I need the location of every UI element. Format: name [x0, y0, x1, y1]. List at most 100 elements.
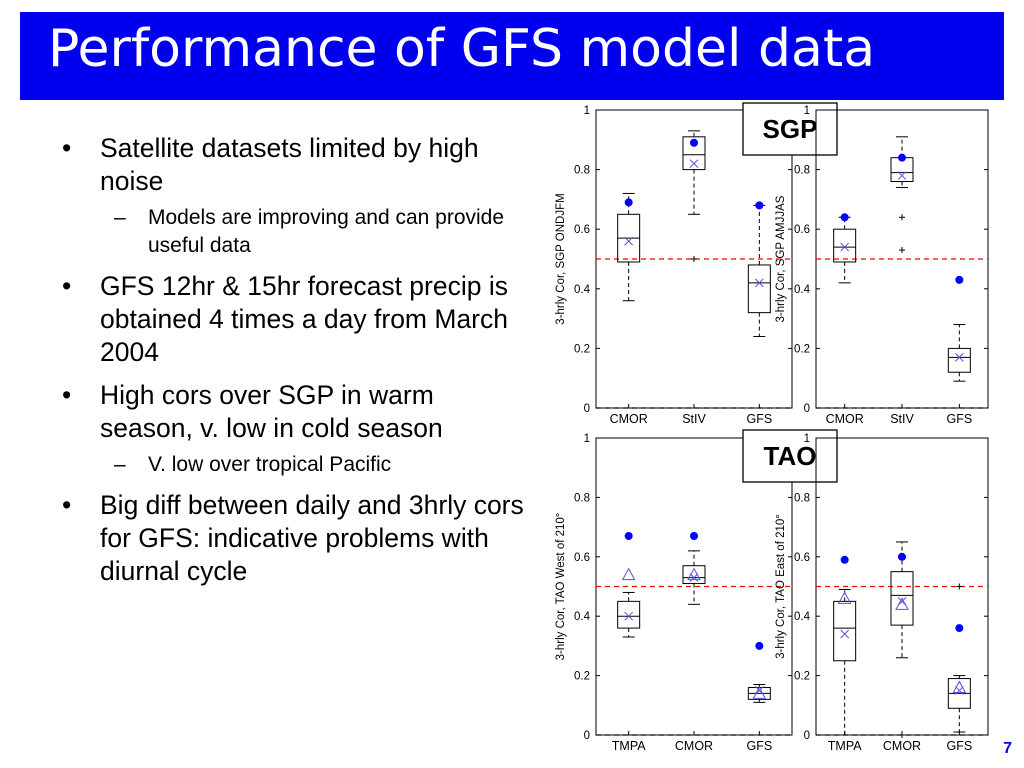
sub-bullet-text: V. low over tropical Pacific [148, 452, 392, 476]
x-tick-label: GFS [946, 739, 972, 753]
box-group [947, 583, 971, 733]
x-tick-label: StIV [890, 412, 914, 426]
box [833, 228, 857, 263]
y-tick-label: 0 [584, 730, 590, 742]
dot-marker [624, 198, 633, 207]
bullet-marker: • [62, 271, 72, 302]
chart-panel: 0 0.2 0.4 0.6 0.8 1 3-hrly Cor, SGP AMJJAS CMOR… [775, 105, 989, 426]
y-tick-label: 0.4 [574, 611, 591, 623]
y-tick-label: 0.8 [794, 492, 810, 504]
bullet-text: GFS 12hr & 15hr forecast precip is obtai… [100, 271, 508, 368]
box-group [617, 532, 641, 638]
bullet-list: • Satellite datasets limited by high noi… [62, 132, 532, 598]
region-label: TAO [764, 441, 817, 471]
dot-marker [898, 153, 906, 162]
title-bar [20, 12, 1004, 100]
dot-marker [690, 532, 698, 541]
bullet-text: Satellite datasets limited by high noise [100, 133, 479, 196]
sub-bullet-text: Models are improving and can provide use… [148, 205, 505, 258]
box-group [947, 275, 971, 382]
dot-marker [690, 138, 698, 147]
y-tick-label: 0.6 [574, 224, 590, 236]
y-tick-label: 0.4 [794, 611, 811, 623]
triangle-marker [895, 597, 909, 610]
x-tick-label: CMOR [826, 412, 864, 426]
dot-marker [755, 201, 764, 210]
sub-bullet-item: – Models are improving and can provide u… [100, 204, 532, 261]
mean-marker [954, 352, 964, 362]
mean-marker [840, 242, 850, 252]
box-group [833, 555, 857, 736]
x-tick-label: CMOR [883, 739, 921, 753]
x-tick-label: StIV [682, 412, 706, 426]
chart-panel: 0 0.2 0.4 0.6 0.8 1 3-hrly Cor, TAO East of 21… [775, 433, 989, 753]
x-tick-label: GFS [746, 412, 772, 426]
y-axis-label: 3-hrly Cor, SGP ONDJFM [555, 193, 567, 324]
box-group [833, 213, 857, 284]
y-tick-label: 0.2 [794, 671, 810, 683]
y-tick-label: 0.6 [574, 552, 590, 564]
chart-panel: 0 0.2 0.4 0.6 0.8 1 3-hrly Cor, TAO West of 21… [555, 429, 838, 753]
y-tick-label: 0.4 [794, 284, 811, 296]
y-tick-label: 0.6 [794, 552, 810, 564]
dot-marker [898, 552, 906, 561]
triangle-marker [837, 591, 852, 604]
bullet-item: • Satellite datasets limited by high noi… [62, 132, 532, 260]
box-group [890, 136, 914, 254]
chart-panel: 0 0.2 0.4 0.6 0.8 1 3-hrly Cor, SGP ONDJFM CMOR… [555, 102, 838, 426]
x-tick-label: CMOR [610, 412, 648, 426]
dot-marker [955, 275, 964, 284]
page-number: 7 [1003, 740, 1012, 757]
y-tick-label: 0 [584, 403, 590, 415]
dot-marker [624, 532, 633, 541]
sub-bullet-item: – V. low over tropical Pacific [100, 451, 532, 479]
sub-bullet-marker: – [114, 452, 126, 476]
triangle-marker [952, 680, 967, 693]
region-label: SGP [763, 114, 818, 144]
box [833, 600, 857, 662]
mean-marker [897, 171, 907, 180]
x-tick-label: GFS [946, 412, 972, 426]
x-tick-label: CMOR [675, 739, 713, 753]
box [747, 264, 771, 314]
dot-marker [755, 641, 764, 650]
mean-marker [840, 629, 850, 639]
box-group [747, 201, 771, 337]
mean-marker [689, 573, 699, 582]
region-label-box [742, 429, 838, 483]
boxplot-panels: 0 0.2 0.4 0.6 0.8 1 3-hrly Cor, SGP ONDJFM CMOR… [555, 102, 989, 753]
y-axis-label: 3-hrly Cor, TAO East of 210° [775, 514, 787, 659]
y-tick-label: 0 [804, 730, 810, 742]
mean-marker [624, 236, 634, 246]
box-group [682, 130, 706, 262]
mean-marker [954, 686, 964, 695]
triangle-marker [621, 567, 636, 581]
box [682, 565, 706, 585]
x-tick-label: GFS [746, 739, 772, 753]
y-tick-label: 0 [804, 403, 810, 415]
y-tick-label: 0.8 [794, 165, 810, 177]
y-axis-label: 3-hrly Cor, SGP AMJJAS [775, 195, 787, 322]
triangle-marker [752, 686, 767, 699]
bullet-text: Big diff between daily and 3hrly cors fo… [100, 490, 524, 586]
y-tick-label: 0.2 [794, 343, 810, 355]
y-axis-label: 3-hrly Cor, TAO West of 210° [555, 513, 567, 661]
dot-marker [840, 213, 849, 222]
dot-marker [955, 624, 964, 633]
sub-bullet-marker: – [114, 205, 126, 229]
bullet-marker: • [62, 133, 72, 163]
y-tick-label: 1 [584, 105, 590, 117]
bullet-item: • High cors over SGP in warm season, v. … [62, 379, 532, 479]
box-group [890, 541, 914, 738]
dot-marker [840, 555, 849, 564]
x-tick-label: TMPA [828, 739, 862, 753]
y-tick-label: 1 [804, 433, 810, 445]
region-label-box [742, 102, 838, 156]
bullet-item: • Big diff between daily and 3hrly cors … [62, 489, 532, 588]
y-tick-label: 1 [804, 105, 810, 117]
mean-marker [689, 159, 699, 168]
box-group [747, 641, 771, 703]
y-tick-label: 0.8 [574, 492, 590, 504]
mean-marker [624, 611, 634, 621]
y-tick-label: 0.2 [574, 343, 590, 355]
